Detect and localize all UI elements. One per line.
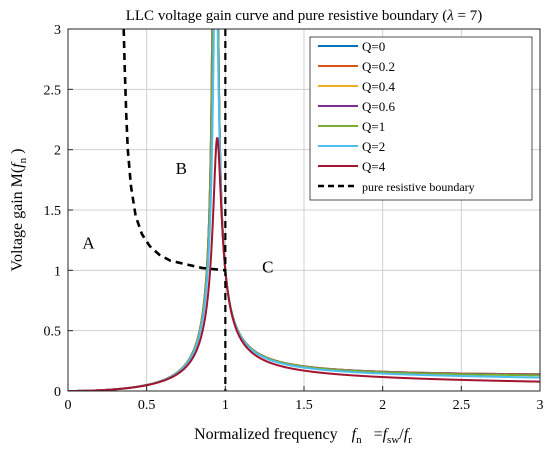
series-layer (68, 29, 540, 391)
legend-label: Q=1 (362, 119, 385, 134)
y-tick-label: 2.5 (44, 83, 62, 98)
pure-resistive-boundary-line (122, 29, 226, 272)
legend-label: Q=0.4 (362, 79, 395, 94)
y-tick-label: 2 (54, 144, 61, 159)
region-label-a: A (82, 234, 95, 253)
legend-label: Q=0.2 (362, 59, 395, 74)
x-tick-label: 2 (379, 398, 386, 413)
region-label-b: B (176, 159, 187, 178)
legend-label: pure resistive boundary (362, 180, 475, 194)
y-tick-label: 0.5 (44, 325, 62, 340)
series-line-q-4 (68, 137, 540, 391)
y-tick-label: 1 (54, 264, 61, 279)
y-tick-label: 1.5 (44, 204, 62, 219)
x-tick-label: 0 (65, 398, 72, 413)
region-annotations: A B C (82, 159, 273, 277)
title-lambda-symbol: λ (446, 8, 454, 24)
region-label-c: C (262, 258, 273, 277)
boundary-layer (122, 29, 227, 391)
legend-label: Q=2 (362, 139, 385, 154)
x-tick-label: 2.5 (453, 398, 471, 413)
x-axis-ticks: 0 0.5 1 1.5 2 2.5 3 (65, 386, 544, 413)
legend: Q=0 Q=0.2 Q=0.4 Q=0.6 Q=1 Q=2 Q=4 pure resistiv… (309, 36, 533, 201)
legend-label: Q=4 (362, 159, 386, 174)
y-tick-label: 0 (54, 385, 61, 400)
y-axis-ticks: 0 0.5 1 1.5 2 2.5 3 (44, 23, 73, 400)
y-tick-label: 3 (54, 23, 61, 38)
chart-title: LLC voltage gain curve and pure resistiv… (126, 8, 483, 24)
y-axis-label: Voltage gain M(fn) (9, 149, 29, 272)
x-tick-label: 3 (537, 398, 544, 413)
x-tick-label: 1.5 (295, 398, 313, 413)
x-axis-label: Normalized frequency fn =fsw/fr (194, 426, 412, 446)
legend-box (309, 36, 533, 201)
x-tick-label: 0.5 (138, 398, 156, 413)
legend-label: Q=0 (362, 39, 385, 54)
legend-label: Q=0.6 (362, 99, 395, 114)
x-tick-label: 1 (222, 398, 229, 413)
